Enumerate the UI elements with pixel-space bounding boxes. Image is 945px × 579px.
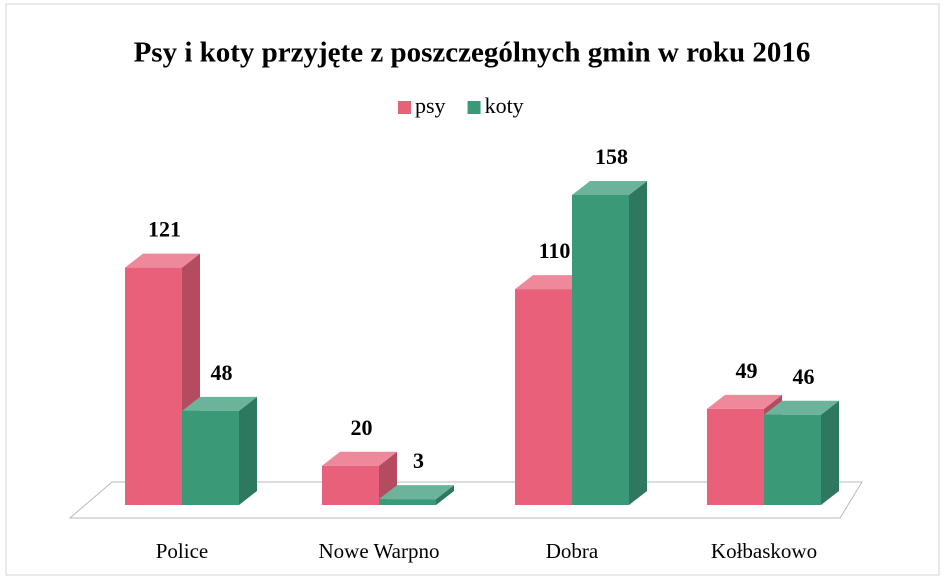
bar-top <box>572 181 647 195</box>
bar-front <box>572 195 629 505</box>
bar <box>322 451 397 505</box>
bar-top <box>379 485 454 500</box>
bar-side <box>629 181 647 505</box>
value-label: 46 <box>793 364 815 389</box>
bar-side <box>821 400 839 505</box>
value-label: 48 <box>211 360 233 385</box>
bar-side <box>239 396 257 505</box>
bar-front <box>125 267 182 505</box>
bar-top <box>125 253 200 268</box>
x-tick-label: Nowe Warpno <box>319 539 440 563</box>
bar-top <box>322 451 397 466</box>
bar-top <box>515 275 590 290</box>
bar-top <box>707 394 782 409</box>
bar <box>764 400 839 505</box>
bar-front <box>764 414 821 505</box>
bar-front <box>379 499 436 505</box>
legend-label: psy <box>415 93 446 118</box>
bar-top <box>182 396 257 411</box>
value-label: 110 <box>539 238 571 263</box>
value-label: 20 <box>351 415 373 440</box>
x-tick-label: Dobra <box>546 539 599 563</box>
bar-top <box>764 400 839 415</box>
chart-title: Psy i koty przyjęte z poszczególnych gmi… <box>134 37 811 69</box>
bar-front <box>515 289 572 505</box>
bar-front <box>182 410 239 505</box>
value-label: 3 <box>413 448 424 473</box>
legend-label: koty <box>485 93 524 118</box>
bar <box>379 485 454 505</box>
bar <box>572 181 647 505</box>
value-label: 158 <box>595 144 628 169</box>
bar <box>182 396 257 505</box>
bar-side <box>436 485 454 505</box>
legend-swatch <box>467 101 481 114</box>
value-label: 49 <box>736 358 758 383</box>
bar-front <box>322 465 379 505</box>
legend-swatch <box>398 101 411 114</box>
value-label: 121 <box>148 217 181 242</box>
floor <box>68 481 863 519</box>
x-tick-label: Kołbaskowo <box>711 539 817 563</box>
bar-front <box>707 408 764 505</box>
x-tick-label: Police <box>156 539 209 563</box>
